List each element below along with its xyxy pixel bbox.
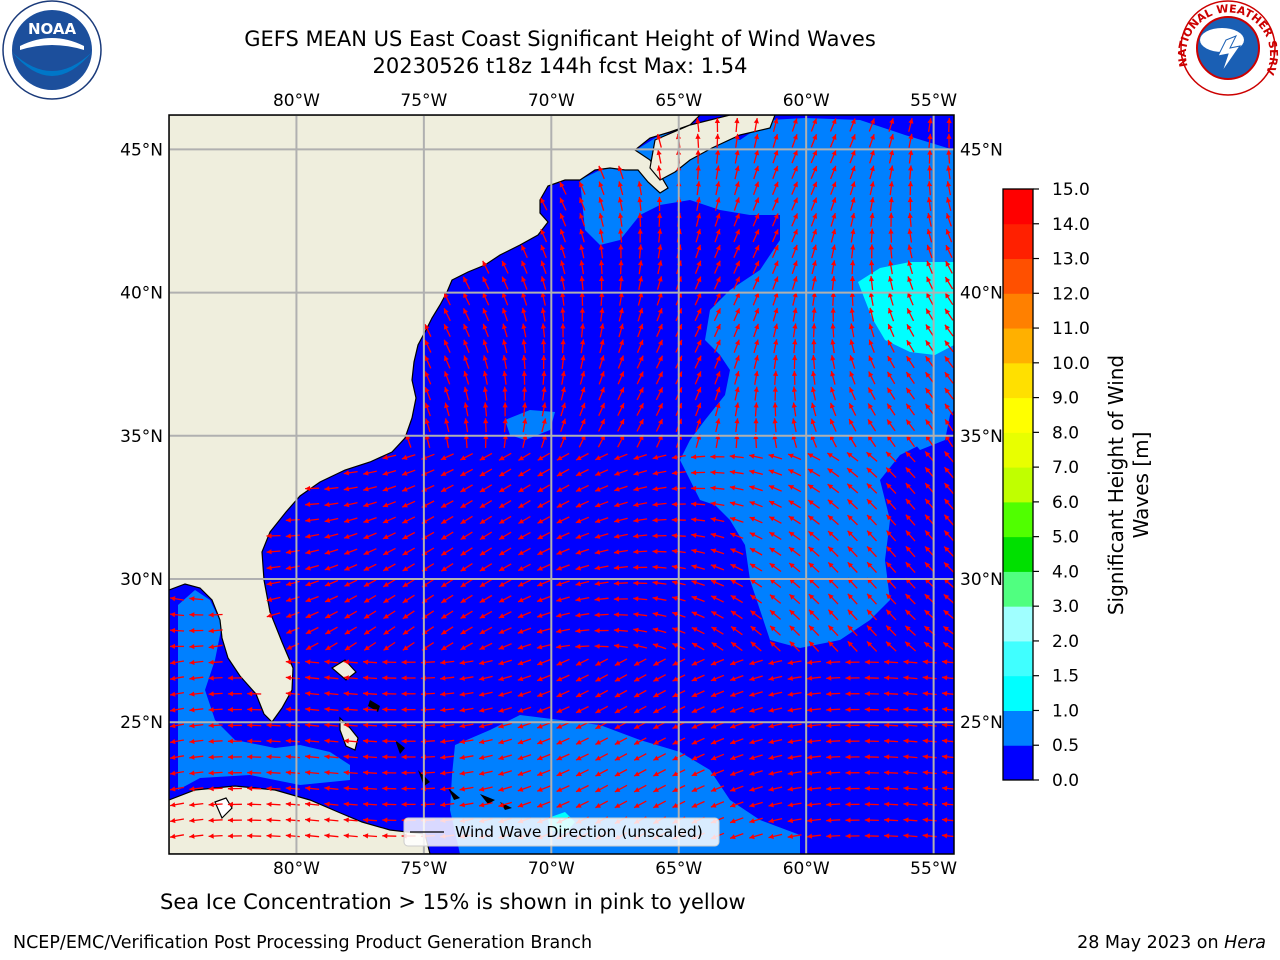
credit-date: 28 May 2023 on Hera <box>1077 933 1266 953</box>
colorbar-tick-label: 2.0 <box>1052 632 1079 652</box>
colorbar-swatch <box>1003 745 1033 781</box>
lon-label-bottom: 75°W <box>400 859 447 879</box>
colorbar-tick-label: 9.0 <box>1052 389 1079 409</box>
colorbar-tick-label: 7.0 <box>1052 458 1079 478</box>
lon-label-top: 80°W <box>273 91 320 111</box>
map-gridlines <box>169 115 954 854</box>
lat-label-left: 25°N <box>120 713 163 733</box>
colorbar-tick-label: 14.0 <box>1052 215 1090 235</box>
map-frame <box>168 114 955 855</box>
lat-label-right: 35°N <box>960 427 1003 447</box>
lat-label-left: 30°N <box>120 570 163 590</box>
colorbar-swatch <box>1003 640 1033 677</box>
lat-label-right: 25°N <box>960 713 1003 733</box>
colorbar-tick-label: 10.0 <box>1052 354 1090 374</box>
colorbar-tick-label: 0.0 <box>1052 771 1079 791</box>
colorbar-swatch <box>1003 223 1033 260</box>
colorbar-swatch <box>1003 432 1033 468</box>
colorbar-tick-label: 6.0 <box>1052 493 1079 513</box>
caribbean-islands <box>368 700 512 810</box>
colorbar-frame <box>1002 188 1034 781</box>
map-plot-area <box>169 115 954 854</box>
lon-label-top: 55°W <box>910 91 957 111</box>
lat-label-right: 45°N <box>960 140 1003 160</box>
colorbar-tick-label: 4.0 <box>1052 562 1079 582</box>
lat-label-left: 35°N <box>120 427 163 447</box>
credit-branch: NCEP/EMC/Verification Post Processing Pr… <box>13 933 593 953</box>
colorbar-tick-label: 1.0 <box>1052 701 1079 721</box>
noaa-logo-text: NOAA <box>28 20 77 38</box>
sea-ice-note: Sea Ice Concentration > 15% is shown in … <box>160 890 746 914</box>
lat-label-right: 40°N <box>960 284 1003 304</box>
wind-wave-direction-arrows <box>169 117 954 840</box>
credit-host: Hera <box>1224 933 1266 953</box>
lon-label-top: 65°W <box>655 91 702 111</box>
colorbar-swatch <box>1003 710 1033 746</box>
colorbar-tick-label: 1.5 <box>1052 667 1079 687</box>
noaa-logo: NOAA <box>2 0 102 100</box>
colorbar-swatch <box>1003 258 1033 294</box>
legend-label: Wind Wave Direction (unscaled) <box>455 823 703 841</box>
lon-label-bottom: 80°W <box>273 859 320 879</box>
nws-logo-text: NATIONAL WEATHER SERVICE <box>0 0 1280 77</box>
lon-label-top: 60°W <box>783 91 830 111</box>
page-subtitle: 20230526 t18z 144h fcst Max: 1.54 <box>372 54 748 78</box>
lat-label-left: 40°N <box>120 284 163 304</box>
colorbar-swatch <box>1003 189 1033 225</box>
colorbar-swatch <box>1003 571 1033 607</box>
lon-label-top: 75°W <box>400 91 447 111</box>
colorbar-tick-label: 3.0 <box>1052 597 1079 617</box>
lon-label-bottom: 65°W <box>655 859 702 879</box>
lat-label-right: 30°N <box>960 570 1003 590</box>
nws-logo: NATIONAL WEATHER SERVICE <box>0 0 1280 96</box>
colorbar-swatch <box>1003 467 1033 503</box>
lon-label-top: 70°W <box>528 91 575 111</box>
lon-label-bottom: 55°W <box>910 859 957 879</box>
colorbar: 0.0 0.5 1.0 1.5 2.0 3.0 4.0 5.0 6.0 7.0 8.0 9.0 10.0… <box>1002 180 1090 791</box>
page-title: GEFS MEAN US East Coast Significant Heig… <box>244 27 876 51</box>
colorbar-tick-label: 15.0 <box>1052 180 1090 200</box>
colorbar-tick-label: 0.5 <box>1052 736 1079 756</box>
colorbar-swatch <box>1003 397 1033 433</box>
map-legend: Wind Wave Direction (unscaled) <box>403 817 720 847</box>
colorbar-tick-label: 11.0 <box>1052 319 1090 339</box>
lon-label-bottom: 70°W <box>528 859 575 879</box>
colorbar-swatch <box>1003 536 1033 572</box>
colorbar-swatch <box>1003 362 1033 399</box>
colorbar-tick-label: 12.0 <box>1052 284 1090 304</box>
colorbar-swatch <box>1003 501 1033 538</box>
colorbar-tick-label: 8.0 <box>1052 423 1079 443</box>
colorbar-swatch <box>1003 675 1033 711</box>
lon-label-bottom: 60°W <box>783 859 830 879</box>
colorbar-tick-label: 5.0 <box>1052 528 1079 548</box>
colorbar-swatch <box>1003 293 1033 329</box>
lat-label-left: 45°N <box>120 140 163 160</box>
colorbar-swatch <box>1003 328 1033 364</box>
colorbar-swatch <box>1003 606 1033 642</box>
map-axis-labels: 80°W 80°W 75°W 75°W 70°W 70°W 65°W 65°W 60°W 60°W… <box>120 91 1003 879</box>
colorbar-tick-label: 13.0 <box>1052 250 1090 270</box>
